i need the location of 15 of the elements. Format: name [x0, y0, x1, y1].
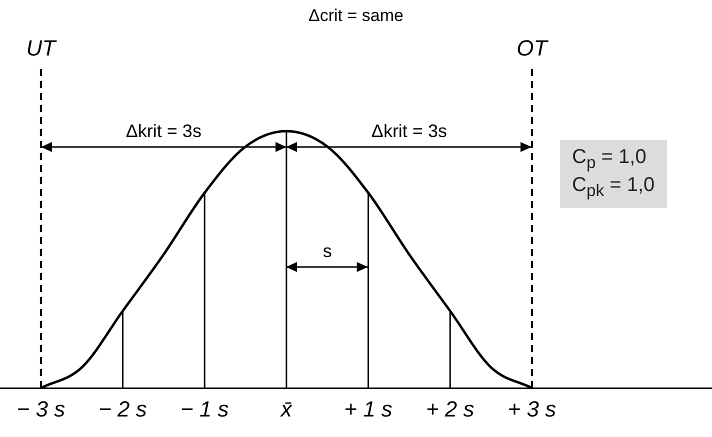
ref-line-label: UT: [26, 36, 58, 61]
x-tick-label: + 3 s: [508, 396, 556, 422]
x-tick-label: − 3 s: [16, 396, 66, 422]
x-tick-label: + 1 s: [344, 396, 392, 422]
annotation: Δkrit = 3s: [371, 120, 447, 141]
x-tick-label: x̄: [280, 396, 293, 422]
annotation: C$_{pk}$ = 1,0: [572, 174, 655, 202]
annotation: C$_{p}$ = 1,0: [572, 146, 648, 174]
ref-line-label: OT: [516, 36, 549, 61]
x-tick-label: − 2 s: [98, 396, 147, 422]
x-tick-label: − 1 s: [180, 396, 229, 422]
chart-title: Δcrit = same: [308, 6, 404, 25]
x-tick-label: + 2 s: [426, 396, 474, 422]
annotation: Δkrit = 3s: [126, 120, 202, 141]
annotation: s: [322, 240, 332, 261]
